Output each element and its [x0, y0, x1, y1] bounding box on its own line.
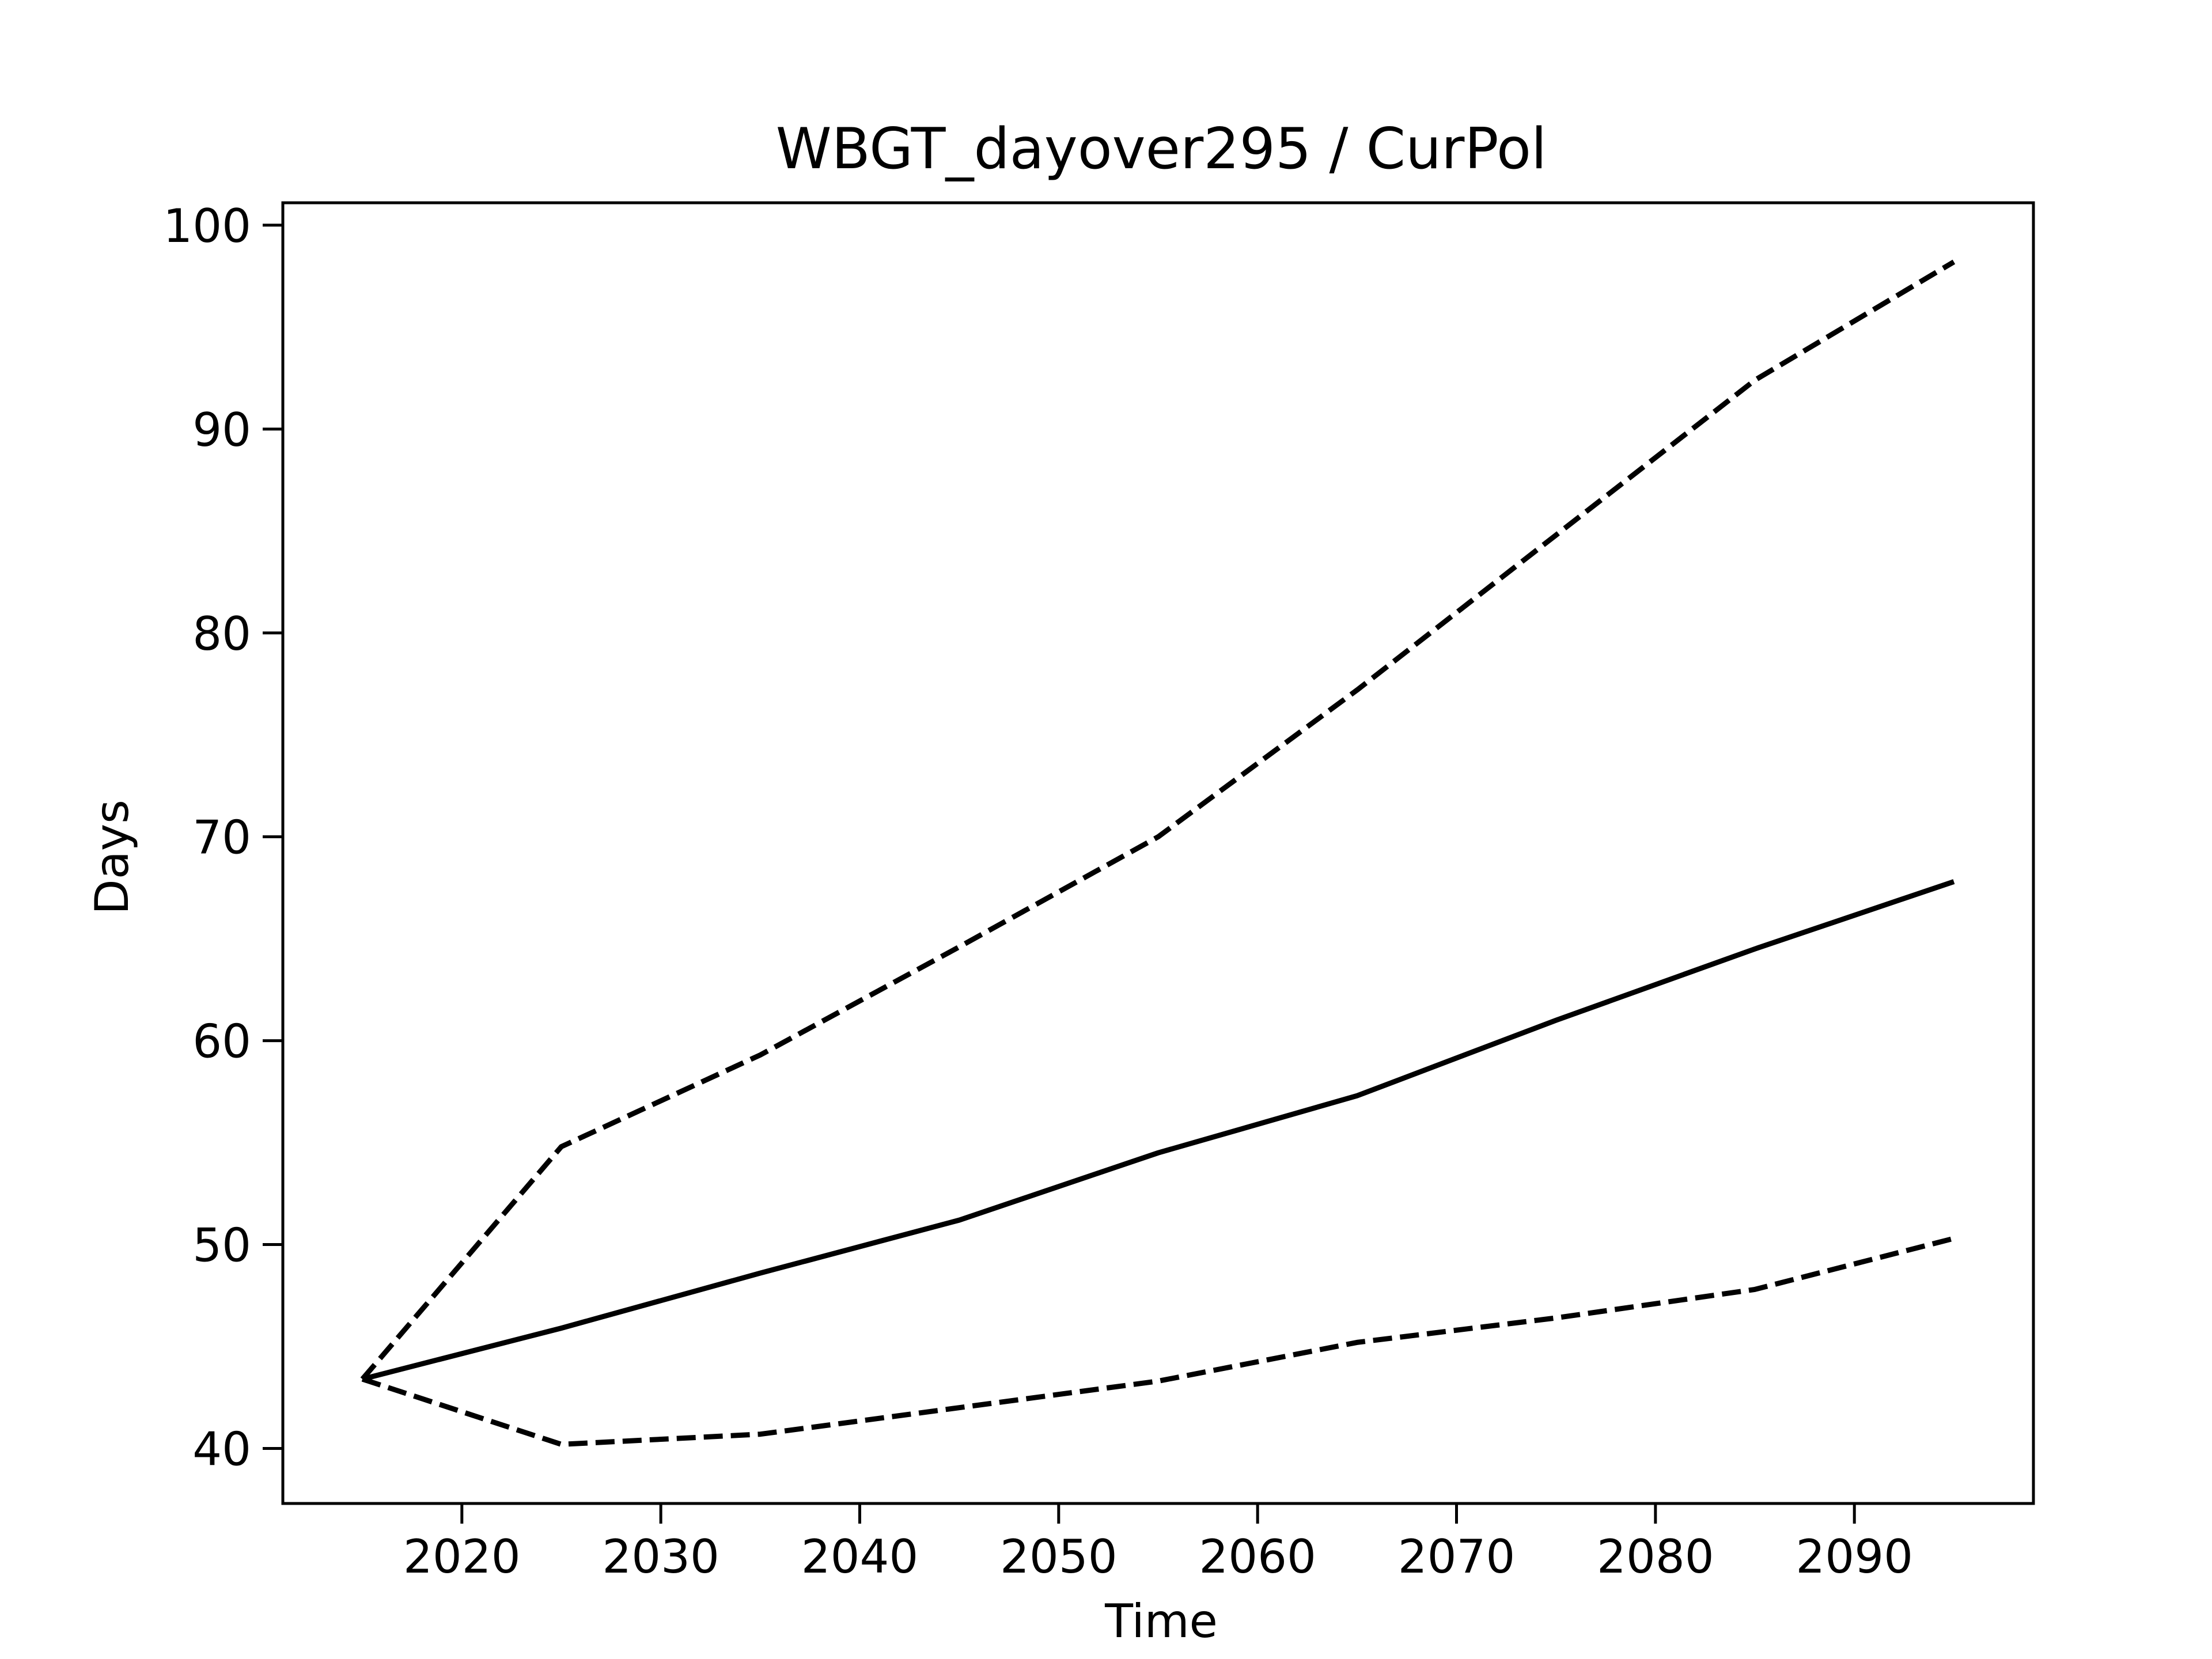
series-group: [360, 259, 1956, 1447]
y-tick-label: 60: [192, 1015, 251, 1069]
x-tick-label: 2070: [1398, 1530, 1516, 1584]
plot-area: [281, 201, 2035, 1505]
y-tick-label: 40: [192, 1422, 251, 1476]
y-tick-label: 90: [192, 403, 251, 457]
y-tick-label: 50: [192, 1219, 251, 1272]
x-axis: 2020 2030 2040 2050 2060 2070 2080 2090: [403, 1503, 1913, 1584]
x-tick-label: 2040: [801, 1530, 919, 1584]
y-tick-label: 80: [192, 607, 251, 661]
y-tick-label: 100: [163, 199, 251, 253]
x-tick-label: 2080: [1597, 1530, 1714, 1584]
x-tick-label: 2020: [403, 1530, 521, 1584]
y-axis-label: Days: [85, 800, 139, 915]
x-axis-label: Time: [1104, 1594, 1218, 1648]
series-line-1-dashed: [360, 259, 1956, 1381]
plot-frame: [281, 201, 2035, 1505]
x-tick-label: 2050: [1000, 1530, 1118, 1584]
chart-title: WBGT_dayover295 / CurPol: [776, 116, 1547, 182]
series-line-3-dashed: [361, 1236, 1955, 1447]
x-tick-label: 2090: [1796, 1530, 1913, 1584]
x-tick-label: 2030: [602, 1530, 719, 1584]
x-tick-label: 2060: [1199, 1530, 1316, 1584]
series-line-2-solid: [361, 879, 1955, 1382]
y-axis: 40 50 60 70 80 90 100: [163, 199, 283, 1476]
y-tick-label: 70: [192, 811, 251, 865]
